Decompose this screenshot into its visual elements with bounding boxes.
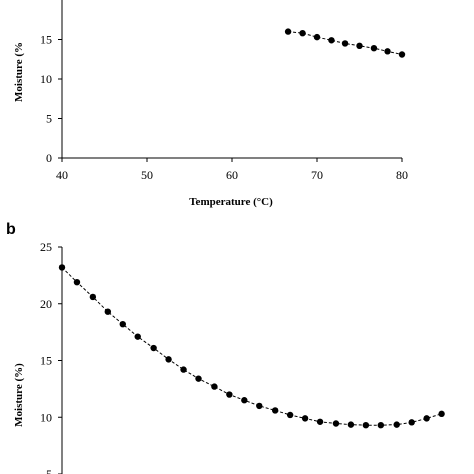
panel-b: b 5 10 15 20 25 Moisture (%) <box>6 221 445 474</box>
panel-b-series-line <box>61 267 442 426</box>
panel-a-series-path <box>288 31 403 55</box>
panel-a-data-point <box>398 51 406 58</box>
panel-b-series-points <box>58 264 445 429</box>
panel-b-y-ticks: 5 10 15 20 25 <box>40 240 62 474</box>
panel-a-y-axis-label: Moisture (% <box>13 42 25 102</box>
panel-a-y-tick-label: 5 <box>46 112 52 126</box>
panel-b-data-point <box>119 320 126 328</box>
panel-a-x-ticks: 40 50 60 70 80 <box>56 158 408 182</box>
panel-a-x-tick-label: 80 <box>396 168 408 182</box>
panel-b-data-point <box>316 418 324 425</box>
panel-b-data-point <box>377 421 385 429</box>
panel-b-data-point <box>165 356 172 363</box>
panel-b-data-point <box>150 344 157 352</box>
panel-a-y-ticks: 0 5 10 15 <box>40 33 62 165</box>
panel-b-data-point <box>301 415 309 422</box>
panel-b-data-point <box>362 421 370 429</box>
panel-b-data-point <box>180 366 187 373</box>
panel-a-data-point <box>284 28 292 35</box>
panel-b-data-point <box>195 375 202 382</box>
panel-b-data-point <box>134 333 141 340</box>
panel-b-y-tick-label: 15 <box>40 354 52 368</box>
panel-b-data-point <box>271 407 279 414</box>
panel-a-data-point <box>341 40 349 47</box>
panel-a-data-point <box>356 42 363 50</box>
panel-a-data-point <box>384 48 391 55</box>
panel-b-data-point <box>256 402 263 410</box>
panel-a-x-tick-label: 70 <box>311 168 323 182</box>
panel-b-data-point <box>241 397 248 404</box>
panel-b-data-point <box>393 421 400 428</box>
panel-b-letter: b <box>6 221 16 238</box>
panel-b-y-tick-label: 5 <box>46 467 52 474</box>
panel-a-x-tick-label: 40 <box>56 168 68 182</box>
panel-a-data-point <box>299 29 306 37</box>
panel-b-data-point <box>408 419 415 426</box>
panel-a-y-tick-label: 0 <box>46 151 52 165</box>
panel-a-series-line <box>288 31 403 55</box>
panel-a-y-tick-label: 15 <box>40 33 52 47</box>
panel-b-data-point <box>332 420 340 427</box>
panel-b-y-axis-label: Moisture (%) <box>13 363 25 427</box>
panel-a-series-points <box>284 28 406 58</box>
panel-b-data-point <box>104 308 112 315</box>
panel-a-data-point <box>328 37 335 44</box>
panel-a-y-tick-label: 10 <box>40 72 52 86</box>
panel-b-data-point <box>286 411 294 419</box>
panel-a-x-tick-label: 50 <box>141 168 153 182</box>
panel-b-y-tick-label: 10 <box>40 410 52 424</box>
panel-b-data-point <box>423 415 430 422</box>
panel-b-data-point <box>211 383 218 390</box>
panel-a: 0 5 10 15 40 50 60 70 80 Temperature (°C) Moist… <box>13 0 408 208</box>
panel-b-data-point <box>89 293 97 301</box>
panel-a-x-axis-label: Temperature (°C) <box>189 196 273 208</box>
panel-b-y-tick-label: 20 <box>40 297 52 311</box>
panel-b-data-point <box>58 264 66 271</box>
panel-b-series-path <box>61 267 442 426</box>
panel-b-data-point <box>226 391 233 398</box>
panel-a-data-point <box>370 44 378 52</box>
panel-b-data-point <box>73 278 81 286</box>
panel-a-data-point <box>313 33 321 41</box>
panel-b-y-tick-label: 25 <box>40 240 52 254</box>
panel-b-data-point <box>438 410 445 418</box>
panel-a-x-tick-label: 60 <box>226 168 238 182</box>
panel-b-data-point <box>347 421 355 428</box>
